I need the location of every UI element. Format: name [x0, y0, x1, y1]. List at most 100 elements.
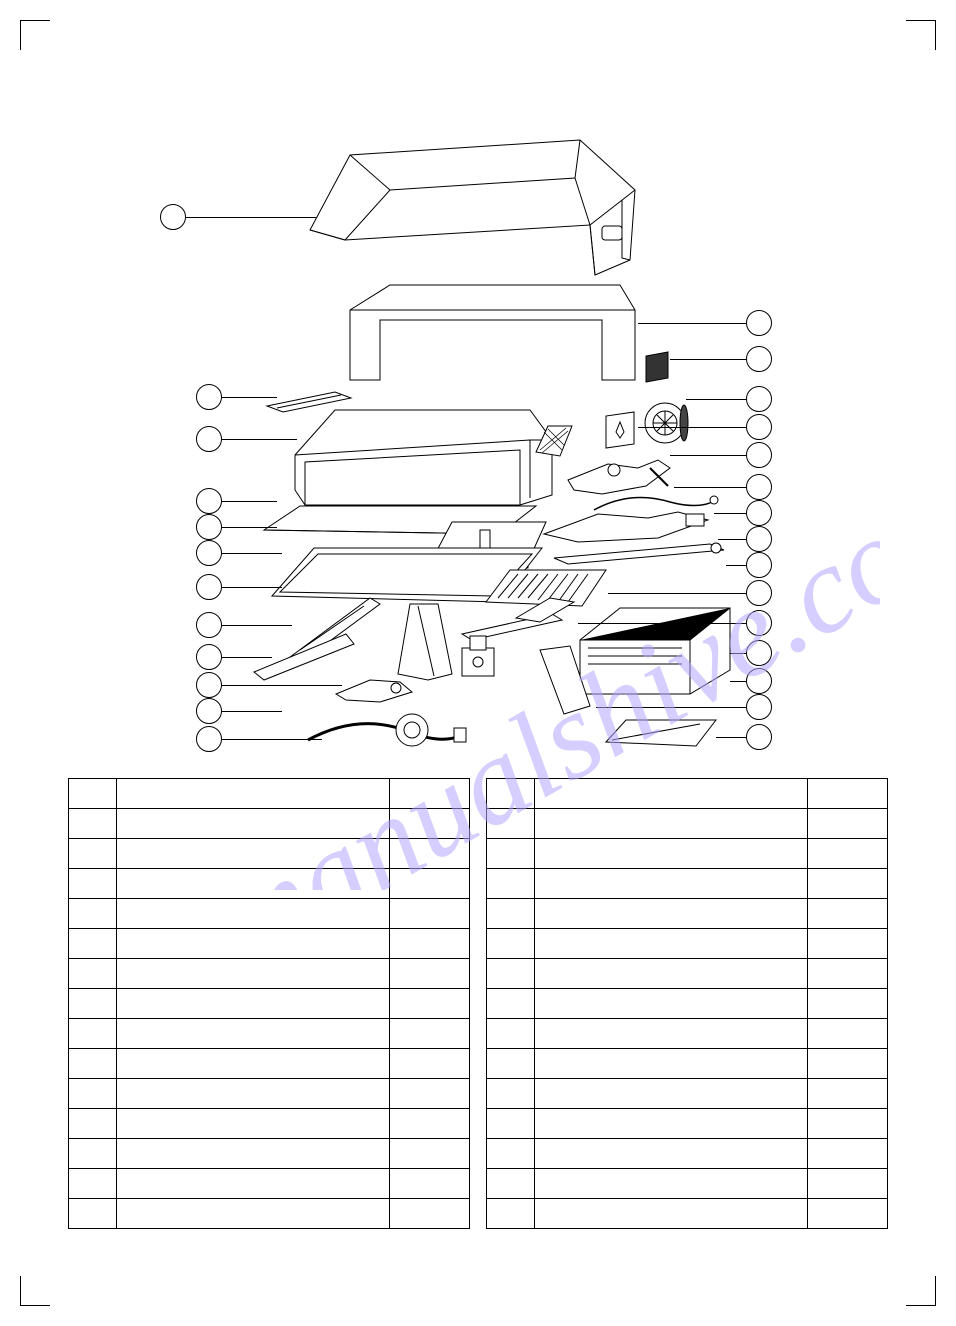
table-row [487, 869, 888, 899]
cell-no [69, 839, 117, 869]
cell-desc [535, 929, 808, 959]
table-row [69, 839, 470, 869]
cell-desc [535, 1169, 808, 1199]
table-row [69, 1019, 470, 1049]
table-row [487, 989, 888, 1019]
table-row [487, 899, 888, 929]
cell-desc [117, 1049, 390, 1079]
cell-qty [389, 899, 469, 929]
cell-qty [389, 989, 469, 1019]
callout-right-15 [746, 724, 772, 750]
cell-qty [389, 1199, 469, 1229]
table-row [69, 1049, 470, 1079]
part-side-leg-right [530, 640, 600, 720]
table-row [487, 839, 888, 869]
cell-qty [389, 869, 469, 899]
callout-right-3 [746, 386, 772, 412]
cell-no [487, 989, 535, 1019]
table-row [487, 1079, 888, 1109]
cell-qty [389, 1109, 469, 1139]
table-row [69, 1079, 470, 1109]
table-row [69, 809, 470, 839]
cell-no [487, 779, 535, 809]
part-firebox [280, 400, 560, 510]
cell-qty [389, 809, 469, 839]
cell-desc [117, 989, 390, 1019]
cell-qty [389, 779, 469, 809]
cell-qty [807, 1139, 887, 1169]
cell-no [69, 899, 117, 929]
cell-no [69, 1019, 117, 1049]
table-row [487, 1199, 888, 1229]
callout-left-11 [196, 698, 222, 724]
table-row [487, 809, 888, 839]
callout-left-7 [196, 574, 222, 600]
table-row [487, 929, 888, 959]
table-row [69, 869, 470, 899]
callout-right-5 [746, 442, 772, 468]
table-row [69, 1139, 470, 1169]
table-row [69, 1199, 470, 1229]
table-row [487, 1139, 888, 1169]
cell-qty [807, 779, 887, 809]
callout-left-6 [196, 540, 222, 566]
cell-qty [807, 1109, 887, 1139]
callout-left-3 [196, 426, 222, 452]
cell-no [69, 1199, 117, 1229]
cell-no [69, 1139, 117, 1169]
table-row [487, 1169, 888, 1199]
cell-qty [389, 929, 469, 959]
cell-desc [535, 839, 808, 869]
table-row [487, 779, 888, 809]
cell-qty [807, 809, 887, 839]
table-row [69, 929, 470, 959]
table-row [487, 1019, 888, 1049]
cell-no [487, 1049, 535, 1079]
cell-qty [389, 1139, 469, 1169]
cell-desc [117, 1109, 390, 1139]
callout-right-7 [746, 500, 772, 526]
cell-no [487, 959, 535, 989]
callout-right-11 [746, 610, 772, 636]
table-row [69, 989, 470, 1019]
cell-no [69, 1049, 117, 1079]
callout-right-10 [746, 580, 772, 606]
crop-mark-bl [20, 1276, 50, 1306]
cell-desc [535, 869, 808, 899]
cell-qty [807, 989, 887, 1019]
callout-right-12 [746, 640, 772, 666]
cell-no [487, 1079, 535, 1109]
callout-right-13 [746, 668, 772, 694]
cell-desc [117, 1019, 390, 1049]
cell-desc [535, 899, 808, 929]
callout-left-9 [196, 644, 222, 670]
callout-left-8 [196, 612, 222, 638]
cell-qty [807, 929, 887, 959]
cell-desc [535, 989, 808, 1019]
cell-no [69, 1169, 117, 1199]
cell-no [487, 869, 535, 899]
table-row [487, 1049, 888, 1079]
parts-table-right [486, 778, 888, 1229]
cell-qty [807, 1169, 887, 1199]
cell-no [487, 899, 535, 929]
part-latch [330, 670, 420, 708]
callout-left-5 [196, 514, 222, 540]
cell-desc [117, 1169, 390, 1199]
cell-qty [389, 959, 469, 989]
callout-right-1 [746, 310, 772, 336]
callout-left-1 [160, 204, 186, 230]
cell-qty [389, 1079, 469, 1109]
cell-qty [807, 1079, 887, 1109]
part-control-knob [640, 398, 690, 448]
cell-qty [807, 1049, 887, 1079]
crop-mark-tr [906, 20, 936, 50]
cell-desc [535, 1139, 808, 1169]
cell-no [69, 959, 117, 989]
callout-right-8 [746, 526, 772, 552]
cell-no [487, 1199, 535, 1229]
cell-desc [535, 779, 808, 809]
cell-desc [117, 1079, 390, 1109]
cell-desc [117, 899, 390, 929]
cell-no [487, 1109, 535, 1139]
